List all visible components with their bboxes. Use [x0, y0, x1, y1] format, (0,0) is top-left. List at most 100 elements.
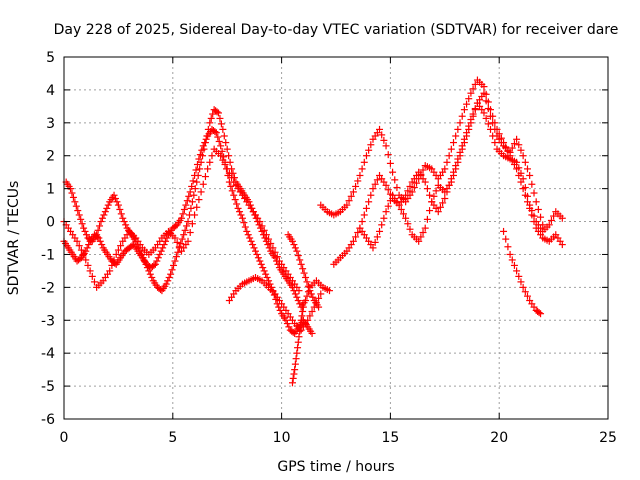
data-point — [382, 181, 390, 189]
data-point — [262, 231, 270, 239]
data-point — [223, 165, 231, 173]
data-point — [80, 250, 88, 258]
data-point — [299, 303, 307, 311]
data-point — [171, 257, 179, 265]
data-point — [300, 269, 308, 277]
data-point — [550, 212, 558, 220]
data-point — [404, 187, 412, 195]
data-point — [486, 112, 494, 120]
data-point — [189, 177, 197, 185]
data-point — [283, 320, 291, 328]
data-point — [185, 192, 193, 200]
data-point — [214, 109, 222, 117]
data-point — [228, 187, 236, 195]
data-point — [217, 152, 225, 160]
data-point — [178, 235, 186, 243]
data-point — [386, 197, 394, 205]
data-point — [240, 219, 248, 227]
data-point — [243, 227, 251, 235]
x-tick-label: 25 — [599, 430, 617, 446]
data-point — [523, 192, 531, 200]
x-tick-label: 20 — [490, 430, 508, 446]
data-point — [250, 244, 258, 252]
data-point — [415, 237, 423, 245]
data-point — [184, 237, 192, 245]
data-point — [293, 349, 301, 357]
data-point — [454, 125, 462, 133]
data-point — [86, 267, 94, 275]
data-point — [216, 114, 224, 122]
data-point — [469, 85, 477, 93]
data-point — [293, 247, 301, 255]
data-point — [167, 270, 175, 278]
data-point — [119, 214, 127, 222]
data-point — [183, 197, 191, 205]
data-point — [193, 203, 201, 211]
data-point — [188, 182, 196, 190]
data-point — [225, 152, 233, 160]
data-point — [513, 158, 521, 166]
data-point — [360, 158, 368, 166]
data-point — [289, 374, 297, 382]
data-point — [202, 135, 210, 143]
y-tick-label: 0 — [46, 215, 55, 231]
data-point — [175, 243, 183, 251]
data-point — [204, 125, 212, 133]
data-point — [138, 250, 146, 258]
data-point — [530, 212, 538, 220]
data-point — [195, 196, 203, 204]
data-point — [515, 272, 523, 280]
data-point — [206, 158, 214, 166]
data-point — [151, 260, 159, 268]
data-point — [402, 191, 410, 199]
y-tick-label: 1 — [46, 182, 55, 198]
data-point — [82, 231, 90, 239]
data-point — [145, 267, 153, 275]
data-point — [517, 146, 525, 154]
data-point — [482, 114, 490, 122]
data-point — [537, 310, 545, 318]
data-point — [371, 180, 379, 188]
data-point — [171, 234, 179, 242]
data-point — [406, 182, 414, 190]
data-point — [393, 184, 401, 192]
data-point — [160, 241, 168, 249]
data-point — [108, 261, 116, 269]
data-point — [174, 248, 182, 256]
data-point — [303, 292, 311, 300]
data-point — [308, 329, 316, 337]
data-point — [519, 175, 527, 183]
data-point — [110, 191, 118, 199]
axes: 0 5 10 15 20 25 -6 -5 -4 -3 -2 -1 0 1 2 3 4 5 — [41, 50, 617, 446]
data-point — [480, 109, 488, 117]
y-tick-label: 2 — [46, 149, 55, 165]
data-point — [506, 250, 514, 258]
data-point — [430, 192, 438, 200]
data-point — [523, 292, 531, 300]
data-point — [80, 224, 88, 232]
data-point — [508, 144, 516, 152]
data-point — [251, 247, 259, 255]
data-point — [93, 231, 101, 239]
data-point — [294, 338, 302, 346]
x-axis-label: GPS time / hours — [277, 459, 394, 475]
data-point — [299, 307, 307, 315]
data-point — [206, 119, 214, 127]
data-point — [537, 213, 545, 221]
data-point — [539, 221, 547, 229]
data-point — [177, 239, 185, 247]
data-point — [349, 188, 357, 196]
data-point — [450, 171, 458, 179]
data-point — [244, 231, 252, 239]
data-point — [365, 146, 373, 154]
data-point — [199, 152, 207, 160]
data-point — [382, 208, 390, 216]
data-point — [521, 288, 529, 296]
data-point — [302, 297, 310, 305]
data-point — [153, 257, 161, 265]
data-point — [217, 142, 225, 150]
data-point — [458, 145, 466, 153]
data-point — [443, 158, 451, 166]
data-point — [219, 125, 227, 133]
data-point — [295, 287, 303, 295]
